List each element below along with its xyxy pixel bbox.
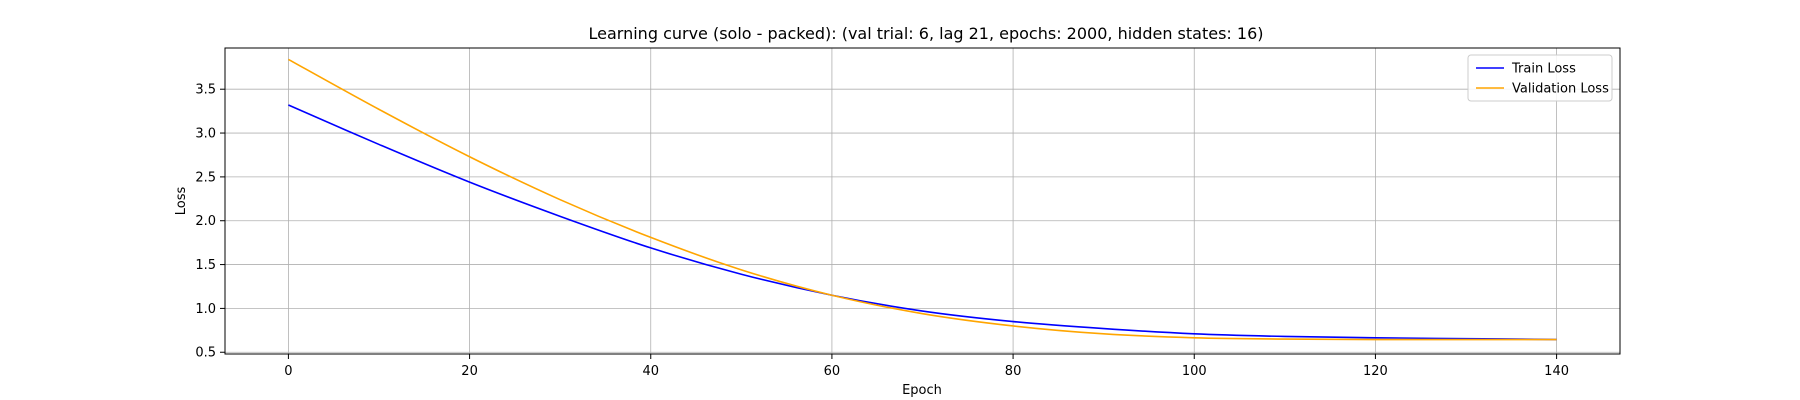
x-tick-label: 140 [1544, 364, 1569, 379]
plot-area [224, 47, 1621, 355]
x-tick-label: 120 [1363, 364, 1388, 379]
chart-title: Learning curve (solo - packed): (val tri… [589, 24, 1264, 43]
series-line-train-loss [288, 104, 1557, 341]
y-tick-label: 3.0 [195, 127, 216, 142]
x-axis: 0 20 40 60 80 100 120 140 [284, 354, 1569, 379]
y-axis: 0.5 1.0 1.5 2.0 2.5 3.0 3.5 [195, 83, 225, 361]
legend-entry: Train Loss [1511, 62, 1576, 77]
legend-box [1467, 54, 1613, 102]
x-tick-label: 80 [1005, 364, 1022, 379]
y-tick-label: 1.0 [195, 302, 216, 317]
grid [225, 48, 1620, 354]
y-axis-label: Loss [174, 187, 189, 216]
x-axis-label: Epoch [902, 383, 942, 398]
y-tick-label: 2.5 [195, 170, 216, 185]
series-group [288, 58, 1557, 341]
series-line-validation-loss [288, 58, 1557, 341]
legend: Train Loss Validation Loss [1467, 54, 1613, 102]
y-tick-label: 2.0 [195, 214, 216, 229]
y-tick-label: 3.5 [195, 83, 216, 98]
y-tick-label: 0.5 [195, 346, 216, 361]
y-tick-label: 1.5 [195, 258, 216, 273]
x-tick-label: 0 [284, 364, 292, 379]
x-tick-label: 20 [461, 364, 478, 379]
legend-entry: Validation Loss [1512, 82, 1609, 97]
x-tick-label: 40 [642, 364, 659, 379]
x-tick-label: 100 [1182, 364, 1207, 379]
x-tick-label: 60 [824, 364, 841, 379]
